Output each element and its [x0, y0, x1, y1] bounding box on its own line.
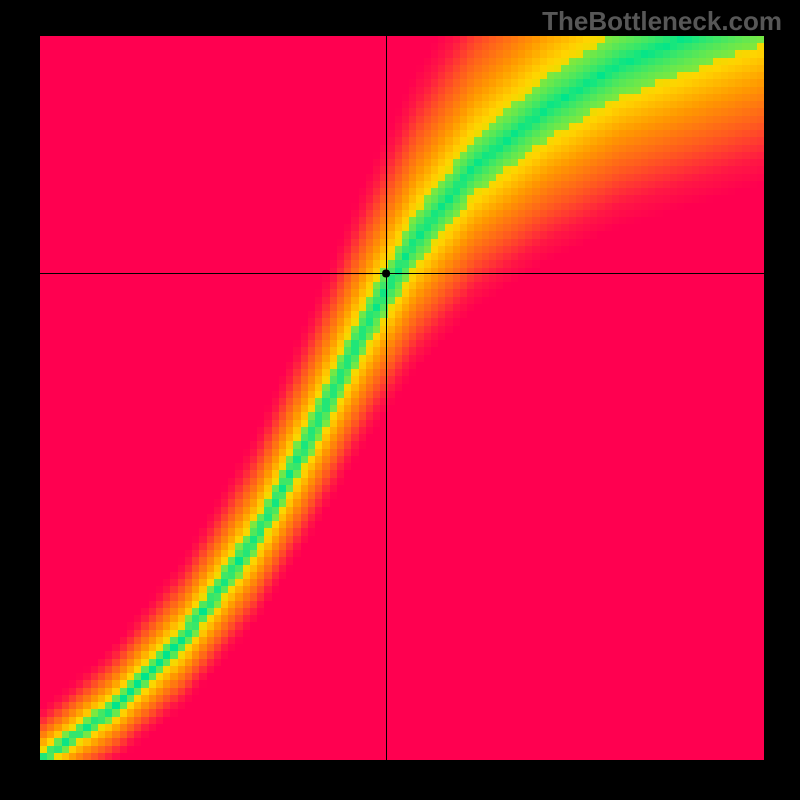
chart-container: TheBottleneck.com	[0, 0, 800, 800]
watermark-text: TheBottleneck.com	[542, 6, 782, 37]
bottleneck-heatmap	[40, 36, 764, 760]
